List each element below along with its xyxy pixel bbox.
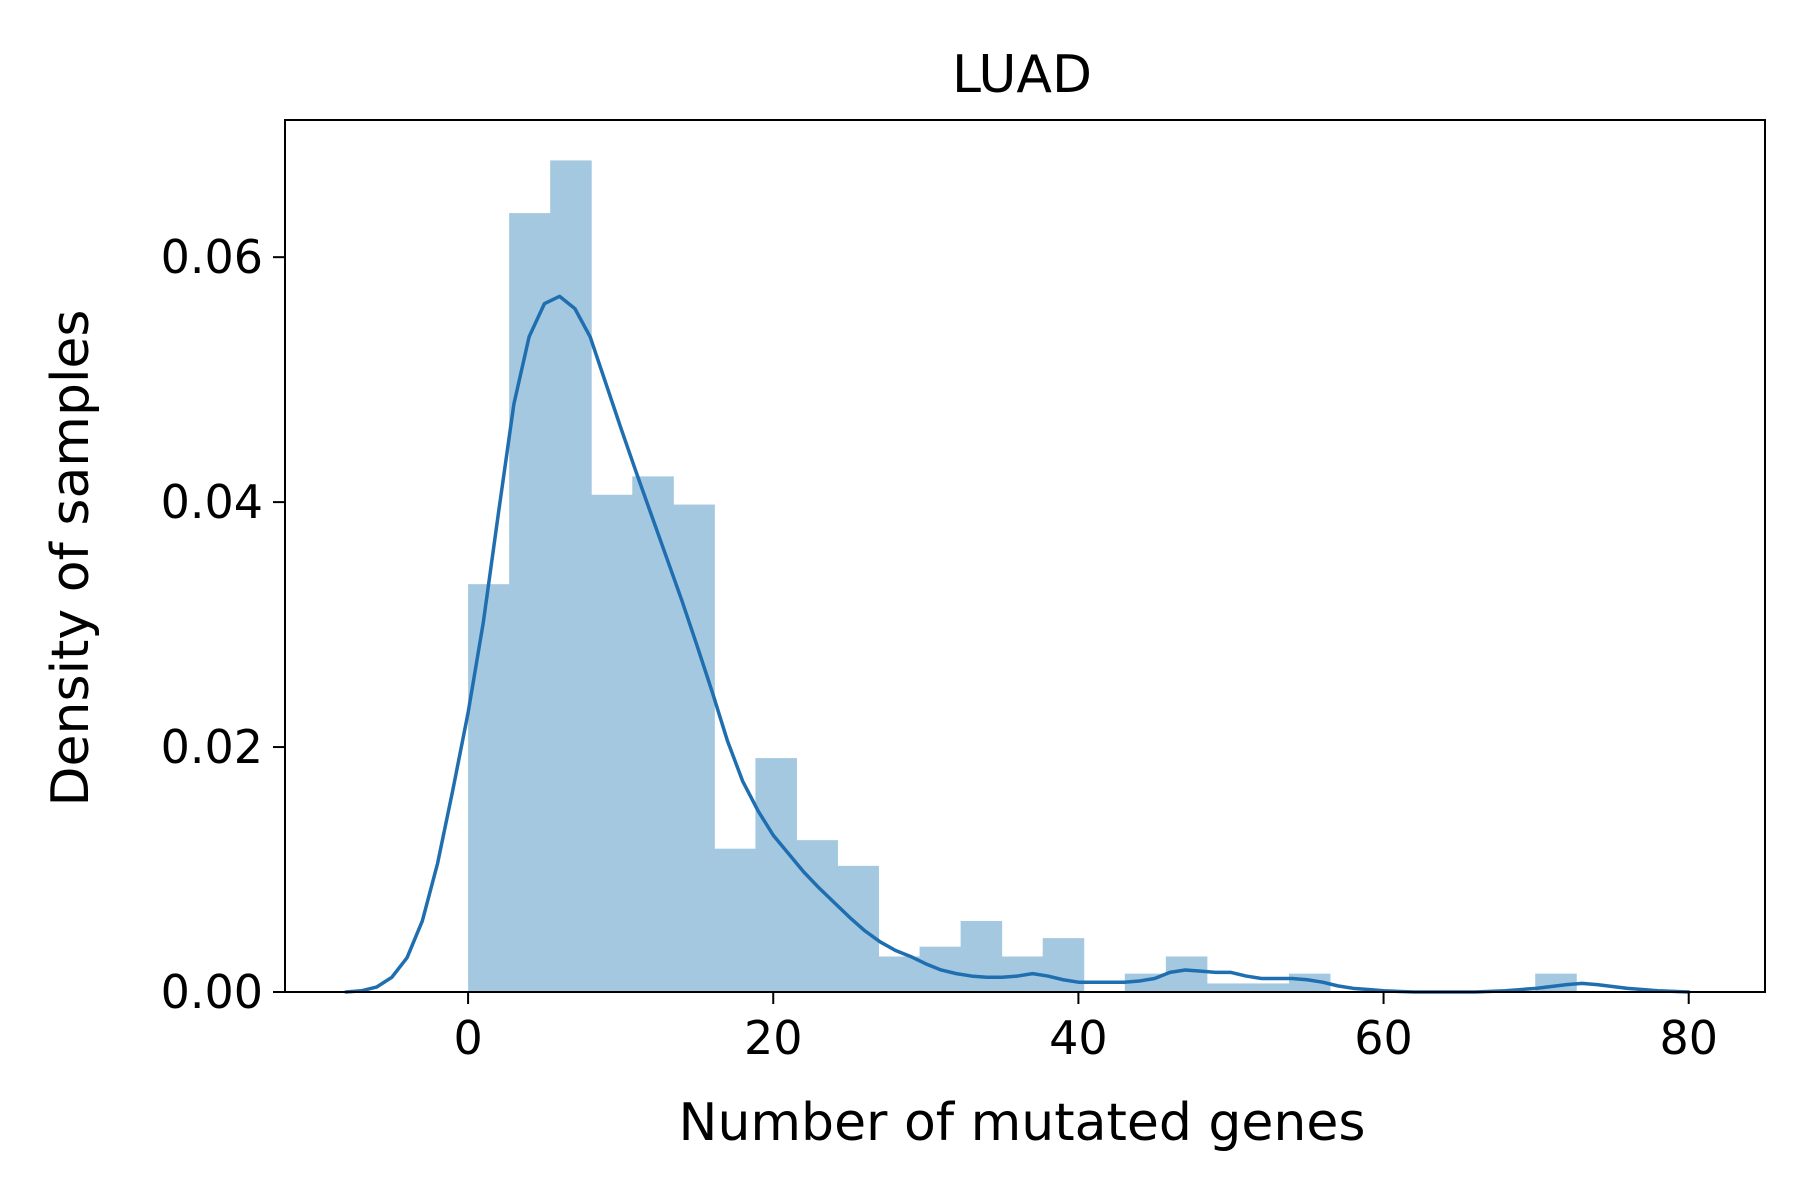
histogram-bar [591, 494, 633, 992]
x-axis-label: Number of mutated genes [679, 1093, 1366, 1153]
histogram-bar [550, 160, 592, 993]
histogram-bar [960, 920, 1003, 992]
histogram-bar [632, 476, 674, 992]
x-tick-label: 0 [453, 1011, 482, 1065]
y-tick-label: 0.06 [161, 230, 263, 284]
histogram-bars [468, 160, 1577, 993]
y-tick-label: 0.02 [161, 720, 263, 774]
histogram-bar [468, 584, 510, 992]
histogram-bar [1042, 938, 1085, 992]
y-tick-label: 0.04 [161, 475, 263, 529]
y-axis-ticks: 0.00 0.02 0.04 0.06 [161, 230, 285, 1019]
kde-curve [344, 294, 1691, 994]
histogram-bar [1247, 983, 1290, 992]
x-tick-label: 40 [1049, 1011, 1108, 1065]
x-axis-ticks: 0 20 40 60 80 [453, 992, 1718, 1065]
plot-frame [284, 119, 1766, 993]
x-tick-label: 60 [1354, 1011, 1413, 1065]
histogram-bar [837, 865, 880, 992]
histogram-bar [714, 848, 756, 992]
y-tick-label: 0.00 [161, 965, 263, 1019]
histogram-bar [673, 504, 715, 992]
chart-title: LUAD [952, 45, 1092, 105]
histogram-bar [796, 840, 838, 992]
histogram-bar [509, 213, 551, 992]
x-tick-label: 80 [1659, 1011, 1718, 1065]
x-tick-label: 20 [744, 1011, 803, 1065]
histogram-bar [755, 758, 797, 992]
histogram-bar [1165, 956, 1208, 992]
histogram-bar [1206, 983, 1249, 992]
y-axis-label: Density of samples [41, 309, 101, 806]
histogram-bar [878, 956, 921, 992]
